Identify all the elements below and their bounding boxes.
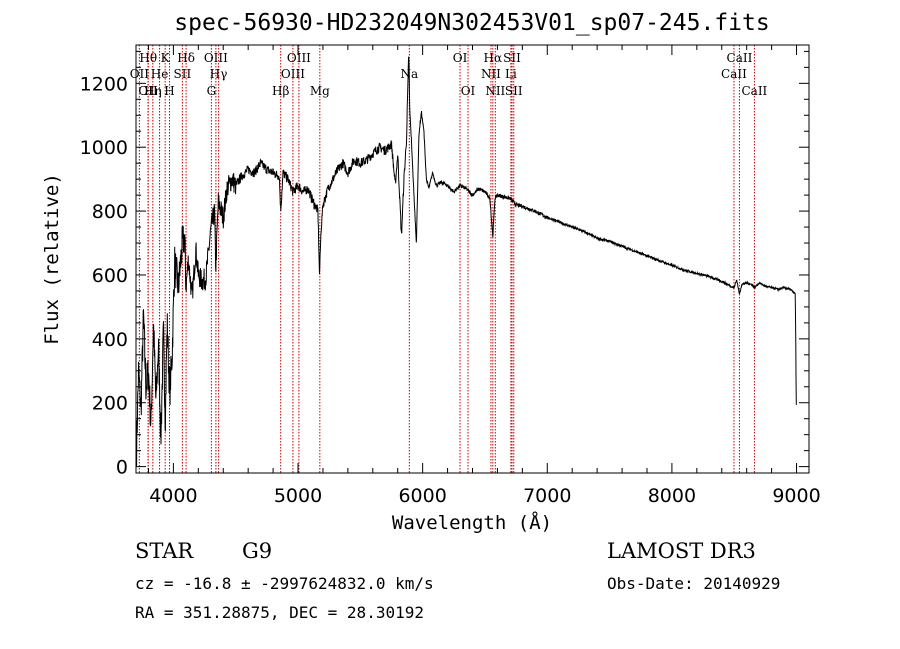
plot-frame xyxy=(135,44,810,474)
series-layer xyxy=(136,56,797,467)
line-marker-label-3: Hη xyxy=(144,84,162,98)
x-tick-label-1: 5000 xyxy=(274,485,322,507)
line-marker-label-11: Hγ xyxy=(210,67,228,81)
line-marker-label-1: Hθ xyxy=(139,51,157,65)
line-marker-label-23: Li xyxy=(505,67,517,81)
survey-label: LAMOST DR3 xyxy=(607,539,756,563)
x-tick-label-4: 8000 xyxy=(648,485,696,507)
line-marker-label-12: Hβ xyxy=(272,84,289,98)
line-marker-label-2: OII xyxy=(138,84,158,98)
line-marker-label-14: OIII xyxy=(287,51,311,65)
y-tick-label-5: 1000 xyxy=(80,137,128,159)
redshift-label: cz = -16.8 ± -2997624832.0 km/s xyxy=(135,574,434,593)
line-marker-label-6: H xyxy=(164,84,174,98)
line-marker-layer xyxy=(138,45,755,473)
line-marker-label-13: OIII xyxy=(281,67,305,81)
y-tick-label-4: 800 xyxy=(92,201,128,223)
line-marker-label-24: SII xyxy=(505,84,523,98)
x-tick-label-2: 6000 xyxy=(398,485,446,507)
y-tick-label-6: 1200 xyxy=(80,73,128,95)
line-marker-label-9: G xyxy=(207,84,217,98)
line-marker-label-27: CaII xyxy=(741,84,767,98)
object-class-label: STAR xyxy=(135,539,194,563)
line-marker-label-25: CaII xyxy=(721,67,747,81)
subclass-label: G9 xyxy=(242,539,273,563)
y-axis-label: Flux (relative) xyxy=(41,173,63,345)
line-marker-label-10: OIII xyxy=(204,51,228,65)
line-marker-label-5: K xyxy=(161,51,171,65)
y-tick-label-1: 200 xyxy=(92,393,128,415)
line-marker-label-26: CaII xyxy=(727,51,753,65)
spectrum-line xyxy=(136,56,797,467)
line-marker-label-21: NII xyxy=(485,84,505,98)
line-marker-label-18: OI xyxy=(461,84,476,98)
x-tick-label-5: 9000 xyxy=(772,485,820,507)
obs-date-label: Obs-Date: 20140929 xyxy=(607,574,781,593)
line-marker-label-19: Hα xyxy=(484,51,503,65)
coordinates-label: RA = 351.28875, DEC = 28.30192 xyxy=(135,603,424,622)
line-marker-label-0: OII xyxy=(130,67,150,81)
axis-tick-layer: 4000 5000 6000 7000 8000 9000 0 200 400 600 800 100… xyxy=(80,45,821,507)
line-marker-label-8: Hδ xyxy=(177,51,195,65)
y-tick-label-0: 0 xyxy=(116,457,128,479)
x-tick-label-3: 7000 xyxy=(523,485,571,507)
y-tick-label-3: 600 xyxy=(92,265,128,287)
line-marker-label-15: Mg xyxy=(310,84,330,98)
x-tick-label-0: 4000 xyxy=(149,485,197,507)
line-marker-label-20: NII xyxy=(481,67,501,81)
chart-title: spec-56930-HD232049N302453V01_sp07-245.f… xyxy=(174,10,770,36)
line-marker-label-layer: OIIHθOIIHηHeKHSIIHδGOIIIHγHβOIIIOIIIMgNa… xyxy=(130,51,768,98)
y-tick-label-2: 400 xyxy=(92,329,128,351)
line-marker-label-7: SII xyxy=(174,67,192,81)
x-axis-label: Wavelength (Å) xyxy=(392,511,552,534)
line-marker-label-17: OI xyxy=(453,51,468,65)
line-marker-label-4: He xyxy=(151,67,169,81)
line-marker-label-22: SII xyxy=(503,51,521,65)
